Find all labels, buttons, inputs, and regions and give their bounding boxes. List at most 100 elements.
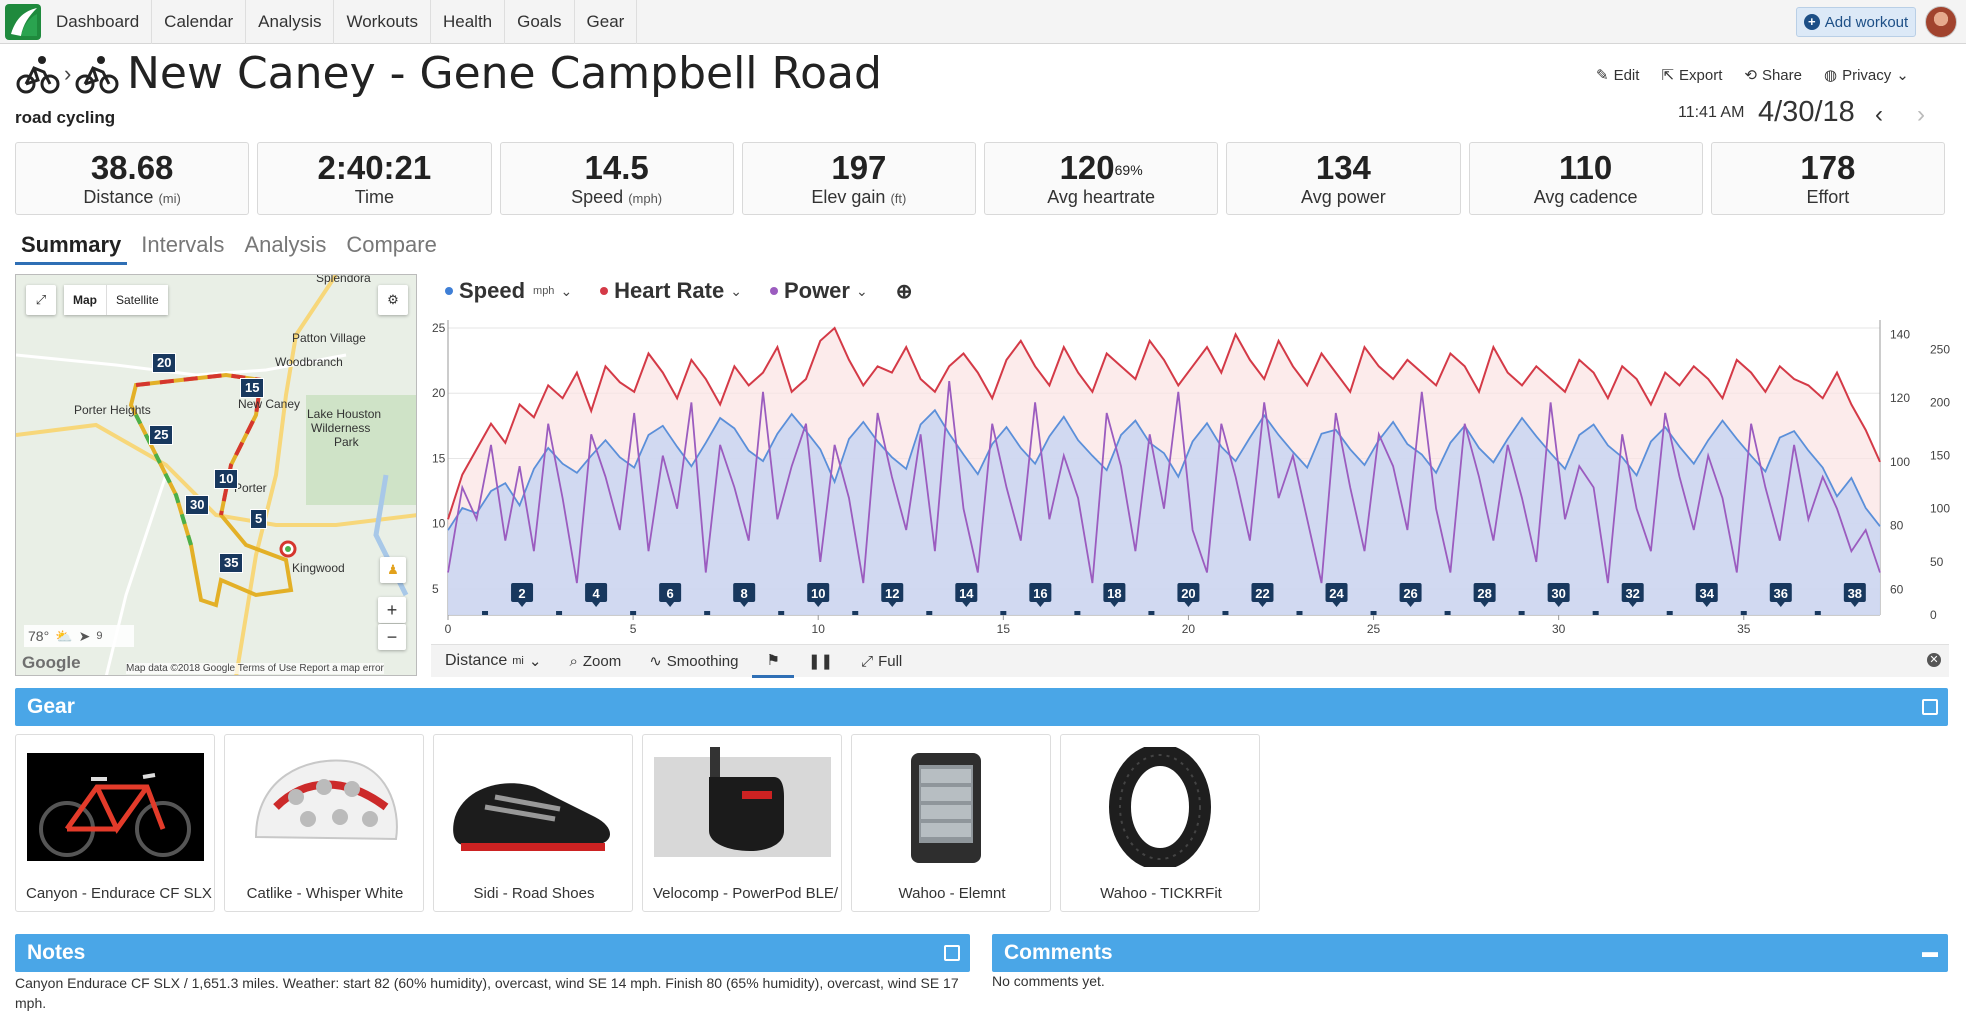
mile-marker-box [1695, 583, 1718, 602]
wind-speed: 9 [96, 630, 103, 642]
minor-marker [1518, 611, 1525, 615]
y-tick-power: 250 [1930, 342, 1950, 356]
nav-dashboard[interactable]: Dashboard [44, 0, 153, 44]
workout-time: 11:41 AM [1678, 104, 1745, 121]
x-axis-dropdown[interactable]: Distance mi ⌄ [445, 652, 542, 670]
route-map[interactable]: ⤢ Map Satellite ⚙ Splendora Patton Villa… [15, 274, 417, 676]
mile-marker-pointer [1110, 602, 1119, 607]
zoom-button[interactable]: ⌕ Zoom [569, 652, 622, 670]
map-marker[interactable]: 5 [250, 509, 268, 529]
mile-marker-label: 28 [1477, 586, 1491, 601]
nav-calendar[interactable]: Calendar [152, 0, 247, 44]
activity-type: road cycling [15, 108, 116, 127]
map-marker[interactable]: 25 [149, 425, 174, 445]
gear-card[interactable]: Sidi - Road Shoes [433, 734, 633, 912]
zoom-out-icon[interactable]: − [378, 624, 406, 650]
nav-workouts[interactable]: Workouts [334, 0, 431, 44]
place-label: Park [334, 435, 359, 449]
export-button[interactable]: ⇱ Export [1661, 66, 1723, 85]
map-type-satellite[interactable]: Satellite [116, 293, 159, 307]
gear-card[interactable]: Catlike - Whisper White [224, 734, 424, 912]
map-marker[interactable]: 15 [240, 378, 265, 398]
x-tick-label: 5 [630, 622, 637, 636]
y-tick-power: 150 [1930, 449, 1950, 463]
edit-button[interactable]: ✎ Edit [1596, 66, 1640, 85]
legend-speed[interactable]: Speed mph ⌄ [445, 278, 572, 304]
full-button[interactable]: ⤢ Full [861, 652, 903, 670]
mile-marker-box [1547, 583, 1570, 602]
nav-gear[interactable]: Gear [575, 0, 638, 44]
mile-marker-box [585, 583, 608, 602]
chevron-down-icon: ⌄ [560, 282, 573, 299]
comments-text: No comments yet. [992, 973, 1105, 989]
map-type-control: Map Satellite [64, 285, 168, 315]
smoothing-button[interactable]: ∿ Smoothing [649, 652, 739, 671]
edit-notes-icon[interactable] [944, 945, 960, 961]
nav-goals[interactable]: Goals [505, 0, 575, 44]
lap-markers-toggle[interactable]: ⚑ [752, 645, 794, 678]
gear-icon[interactable]: ⚙ [378, 285, 408, 315]
legend-power[interactable]: Power ⌄ [769, 278, 868, 304]
avatar[interactable] [1925, 6, 1957, 38]
mile-marker-label: 10 [811, 586, 825, 601]
gear-card[interactable]: Wahoo - TICKRFit [1060, 734, 1260, 912]
map-marker[interactable]: 30 [185, 495, 210, 515]
nav-menu: Dashboard Calendar Analysis Workouts Hea… [44, 0, 638, 44]
notes-title: Notes [27, 941, 86, 964]
fullscreen-icon[interactable]: ⤢ [26, 285, 56, 315]
mile-marker-pointer [1850, 602, 1859, 607]
workout-chart[interactable]: 5 10 15 20 25 60 80 100 120 140 0 50 100 150 200 250 0 5 1… [428, 310, 1950, 645]
speed-area [448, 410, 1880, 615]
zoom-in-icon[interactable]: + [378, 597, 406, 623]
gear-card[interactable]: Wahoo - Elemnt [851, 734, 1051, 912]
heart-rate-line [447, 326, 1881, 520]
tab-summary[interactable]: Summary [15, 232, 128, 265]
street-view-icon[interactable]: ♟ [380, 557, 406, 583]
previous-workout-icon[interactable]: ‹ [1875, 101, 1883, 128]
place-label: Lake Houston [307, 407, 382, 421]
x-tick-label: 10 [812, 622, 826, 636]
y-tick-heart-rate: 140 [1890, 327, 1910, 341]
mile-marker-label: 24 [1329, 586, 1344, 601]
share-icon: ⟲ [1744, 67, 1757, 84]
speed-dot [445, 287, 453, 295]
tab-analysis[interactable]: Analysis [244, 232, 327, 257]
legend-heart-rate[interactable]: Heart Rate ⌄ [600, 278, 742, 304]
privacy-dropdown[interactable]: ◍ Privacy ⌄ [1823, 66, 1909, 85]
gear-card[interactable]: Canyon - Endurace CF SLX E [15, 734, 216, 912]
mile-marker-label: 36 [1774, 586, 1788, 601]
edit-gear-icon[interactable] [1922, 699, 1938, 715]
place-label: Wilderness [311, 421, 371, 435]
pause-toggle[interactable]: ❚❚ [794, 645, 847, 678]
mile-marker-label: 8 [741, 586, 748, 601]
mile-marker-label: 26 [1403, 586, 1417, 601]
minor-marker [1592, 611, 1599, 615]
nav-analysis[interactable]: Analysis [246, 0, 335, 44]
page-title: New Caney - Gene Campbell Road [127, 48, 882, 99]
minor-marker [704, 611, 711, 615]
close-icon[interactable]: ✕ [1927, 653, 1941, 667]
gear-card[interactable]: Velocomp - PowerPod BLE/ [642, 734, 842, 912]
y-tick-power: 200 [1930, 395, 1950, 409]
map-marker[interactable]: 20 [152, 353, 177, 373]
map-marker[interactable]: 35 [219, 553, 244, 573]
mile-marker-box [1325, 583, 1348, 602]
x-tick-label: 15 [997, 622, 1011, 636]
logo-icon[interactable] [5, 4, 41, 40]
minor-marker [1296, 611, 1303, 615]
next-workout-icon[interactable]: › [1917, 101, 1925, 128]
add-workout-button[interactable]: + Add workout [1796, 7, 1916, 37]
share-button[interactable]: ⟲ Share [1744, 66, 1802, 85]
comment-icon[interactable]: ▬ [1922, 944, 1938, 961]
cyclist-icon [75, 56, 119, 94]
nav-health[interactable]: Health [431, 0, 506, 44]
add-series-icon[interactable]: ⊕ [895, 280, 913, 303]
weather-overlay: 78° ⛅ ➤ 9 [24, 625, 134, 647]
tab-compare[interactable]: Compare [346, 232, 437, 257]
map-type-map[interactable]: Map [64, 285, 107, 315]
mile-marker-pointer [1036, 602, 1045, 607]
map-attribution[interactable]: Map data ©2018 Google Terms of Use Repor… [126, 663, 384, 674]
map-marker[interactable]: 10 [214, 469, 239, 489]
tab-intervals[interactable]: Intervals [141, 232, 225, 257]
mile-marker-box [1473, 583, 1496, 602]
